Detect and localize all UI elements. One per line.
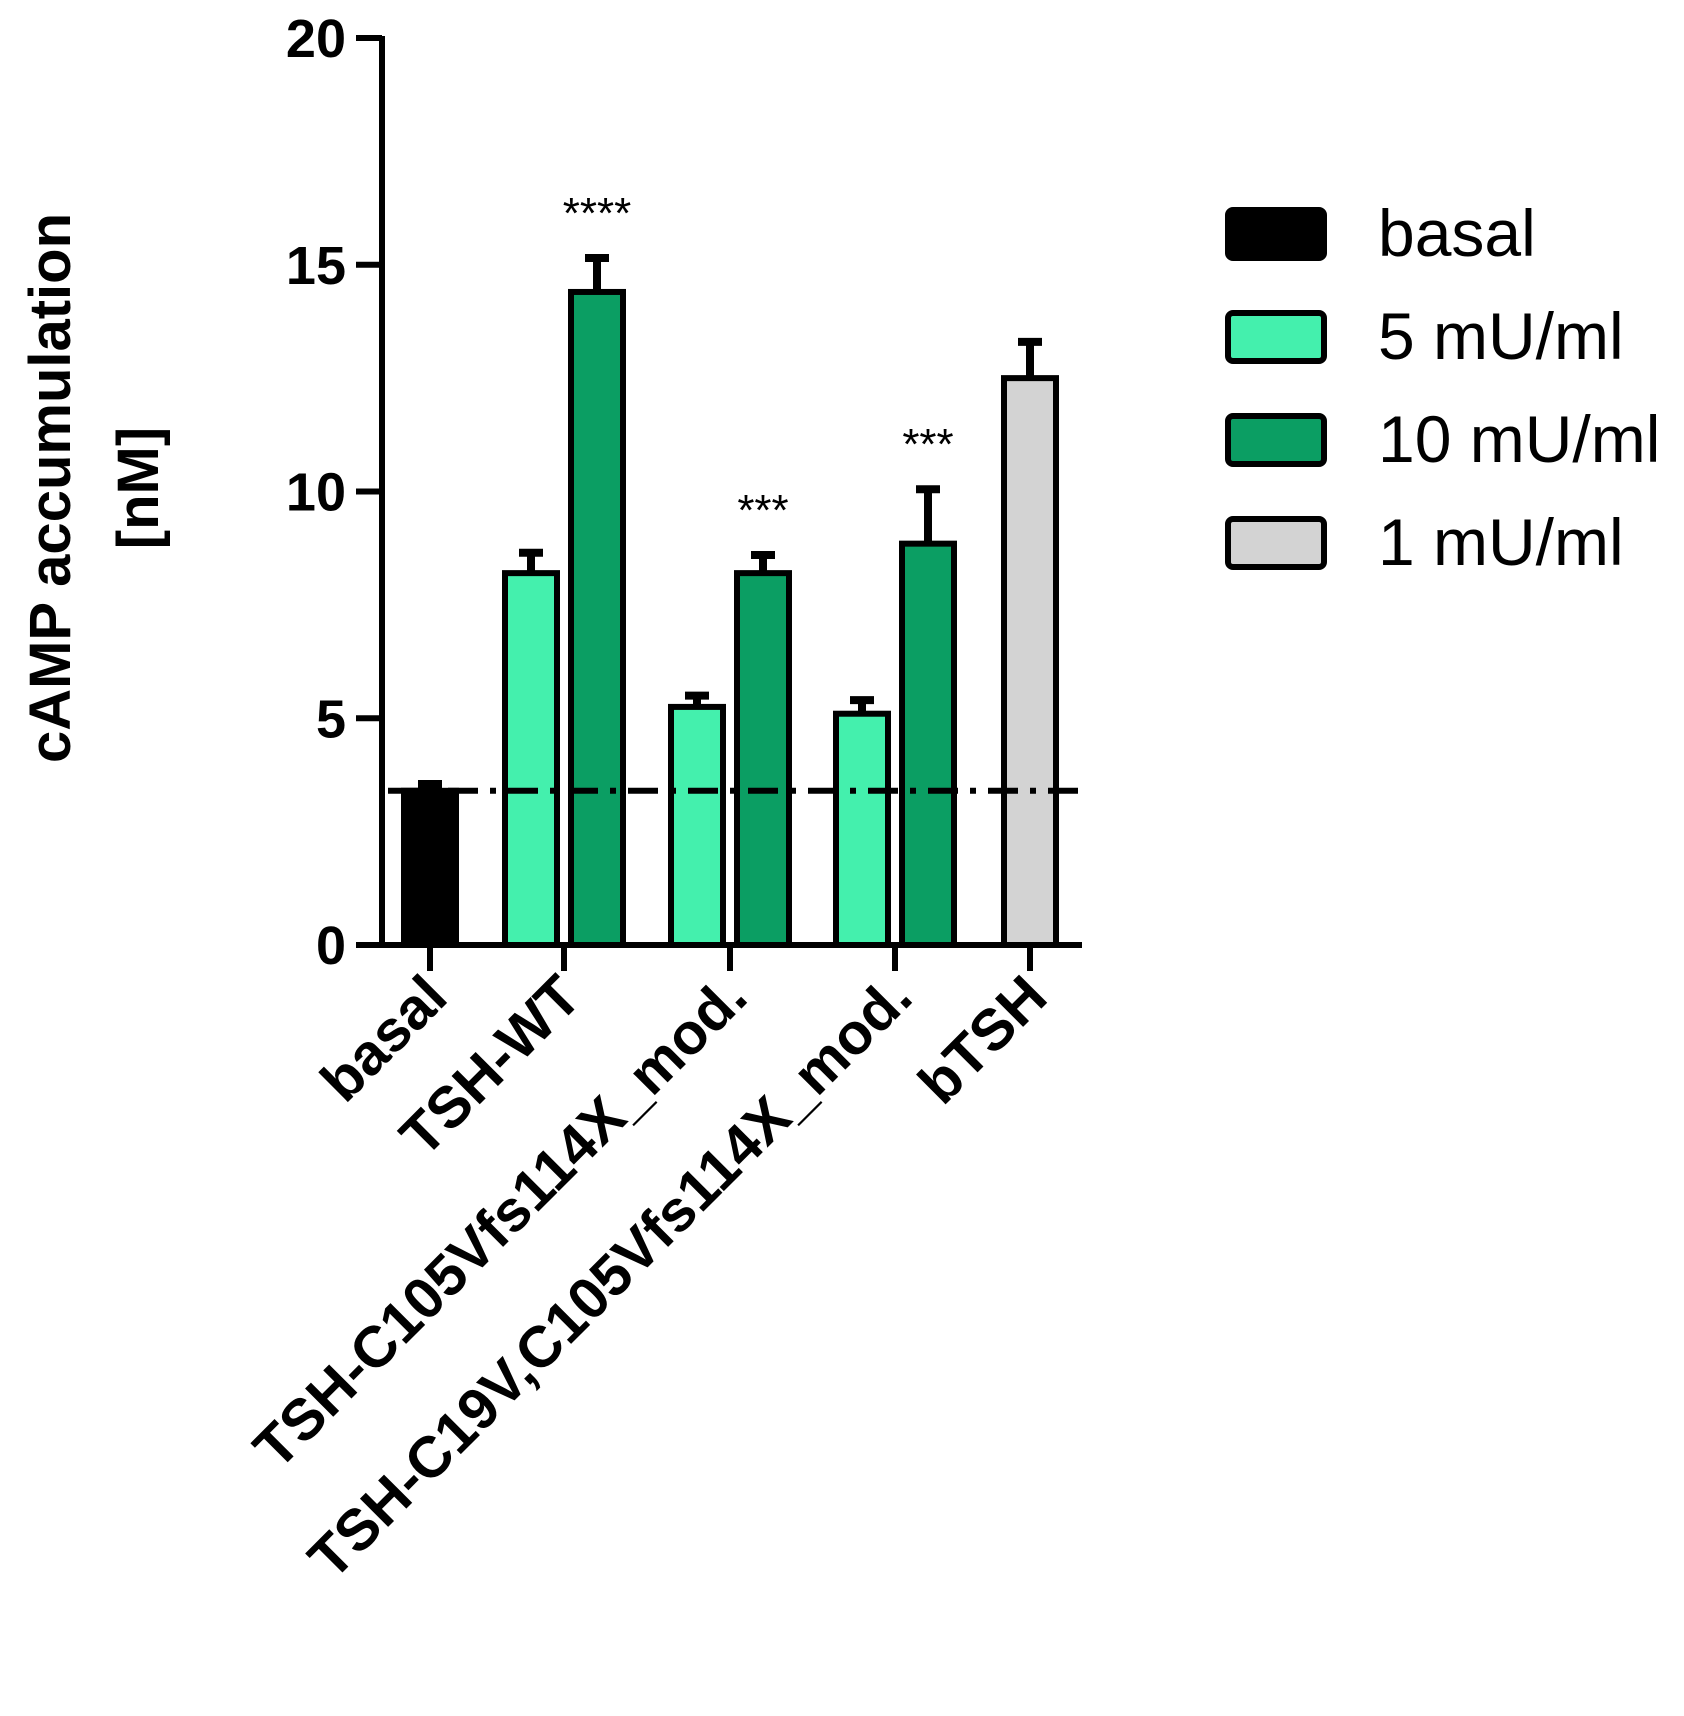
legend-label: 1 mU/ml (1378, 505, 1624, 579)
bar (401, 787, 459, 948)
legend-item: 10 mU/ml (1225, 402, 1660, 476)
legend-label: 5 mU/ml (1378, 299, 1624, 373)
legend-swatch (1225, 413, 1327, 467)
bar (668, 703, 726, 948)
bar (502, 570, 560, 948)
y-tick-label: 15 (286, 236, 346, 296)
legend-label: 10 mU/ml (1378, 402, 1660, 476)
y-tick-label: 5 (316, 689, 346, 749)
x-category-label: bTSH (906, 963, 1059, 1116)
legend-swatch (1225, 207, 1327, 261)
bar (734, 570, 792, 948)
y-tick-label: 20 (286, 9, 346, 69)
y-axis-title: cAMP accumulation [nM] (18, 213, 171, 763)
bar (568, 288, 626, 948)
legend-item: 1 mU/ml (1225, 505, 1624, 579)
legend-swatch (1225, 516, 1327, 570)
bar (899, 540, 957, 949)
significance-label: *** (737, 486, 788, 535)
bar (833, 710, 891, 949)
y-axis-title-line2: [nM] (106, 427, 171, 549)
y-tick-label: 0 (316, 916, 346, 976)
significance-label: *** (902, 420, 953, 469)
legend-item: 5 mU/ml (1225, 299, 1624, 373)
significance-label: **** (563, 189, 632, 238)
legend-item: basal (1225, 196, 1536, 270)
y-axis-title-line1: cAMP accumulation (18, 213, 83, 763)
y-tick-label: 10 (286, 463, 346, 523)
legend-label: basal (1378, 196, 1536, 270)
bar (1001, 375, 1059, 948)
legend-swatch (1225, 310, 1327, 364)
